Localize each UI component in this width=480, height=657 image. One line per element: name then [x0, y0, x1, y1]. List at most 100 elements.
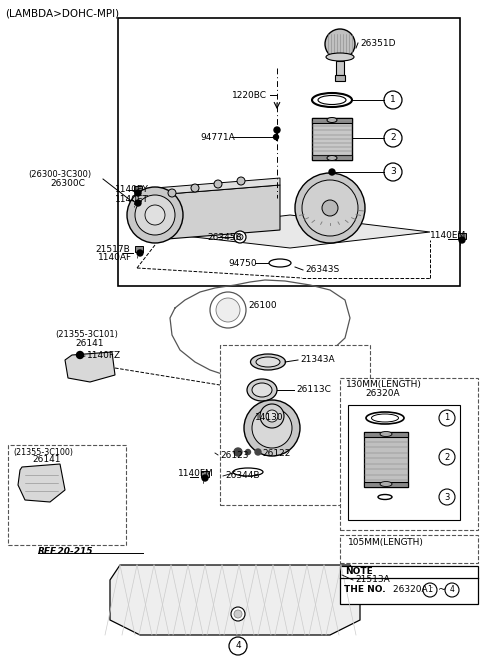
- Bar: [364, 432, 408, 437]
- Bar: [364, 482, 408, 487]
- Text: (21355-3C101): (21355-3C101): [55, 330, 118, 340]
- Bar: [134, 196, 142, 202]
- Text: 2: 2: [390, 133, 396, 143]
- Circle shape: [231, 607, 245, 621]
- Circle shape: [135, 190, 141, 196]
- Bar: [336, 61, 344, 75]
- Circle shape: [214, 180, 222, 188]
- Text: (21355-3C100): (21355-3C100): [13, 447, 73, 457]
- Polygon shape: [18, 464, 65, 502]
- Text: 1140ET: 1140ET: [115, 196, 149, 204]
- Circle shape: [325, 29, 355, 59]
- Circle shape: [210, 292, 246, 328]
- Circle shape: [384, 163, 402, 181]
- Bar: [340, 378, 478, 530]
- Text: 26344B: 26344B: [225, 472, 260, 480]
- Circle shape: [274, 135, 278, 139]
- Circle shape: [322, 200, 338, 216]
- Text: THE NO.: THE NO.: [344, 585, 385, 595]
- Circle shape: [135, 195, 175, 235]
- Bar: [364, 432, 408, 487]
- Text: 1140EM: 1140EM: [430, 231, 466, 240]
- Text: 1140FZ: 1140FZ: [87, 351, 121, 361]
- Text: 94750: 94750: [228, 258, 257, 267]
- Circle shape: [302, 180, 358, 236]
- Ellipse shape: [256, 357, 280, 367]
- Circle shape: [266, 410, 278, 422]
- Circle shape: [137, 250, 143, 256]
- Text: 130MM(LENGTH): 130MM(LENGTH): [346, 380, 422, 390]
- Ellipse shape: [380, 432, 392, 436]
- Circle shape: [439, 489, 455, 505]
- Bar: [312, 118, 352, 160]
- Text: 26141: 26141: [75, 338, 104, 348]
- Ellipse shape: [366, 412, 404, 424]
- Bar: [340, 535, 478, 563]
- Text: 105MM(LENGTH): 105MM(LENGTH): [348, 537, 424, 547]
- Text: 1: 1: [444, 413, 450, 422]
- Text: 26320A :: 26320A :: [393, 585, 433, 595]
- Text: 1220BC: 1220BC: [232, 91, 267, 99]
- Text: 4: 4: [235, 641, 241, 650]
- Text: NOTE: NOTE: [345, 568, 373, 576]
- Polygon shape: [155, 178, 280, 195]
- Circle shape: [384, 91, 402, 109]
- Circle shape: [459, 237, 465, 243]
- Circle shape: [252, 408, 292, 448]
- Circle shape: [423, 583, 437, 597]
- Bar: [335, 75, 345, 81]
- Text: 21517B: 21517B: [95, 244, 130, 254]
- Bar: [201, 471, 209, 477]
- Text: 21513A: 21513A: [355, 576, 390, 585]
- Text: 26113C: 26113C: [296, 386, 331, 394]
- Text: 26343S: 26343S: [305, 265, 339, 275]
- Polygon shape: [65, 352, 115, 382]
- Bar: [348, 405, 460, 520]
- Text: 1: 1: [390, 95, 396, 104]
- Bar: [220, 345, 370, 505]
- Circle shape: [295, 173, 365, 243]
- Circle shape: [445, 583, 459, 597]
- Text: 26100: 26100: [248, 300, 276, 309]
- Ellipse shape: [327, 118, 337, 122]
- Circle shape: [234, 231, 246, 243]
- Text: 1140AF: 1140AF: [98, 252, 132, 261]
- Circle shape: [237, 234, 243, 240]
- Ellipse shape: [318, 95, 346, 104]
- Text: 3: 3: [390, 168, 396, 177]
- Text: 14130: 14130: [255, 413, 284, 422]
- Ellipse shape: [252, 383, 272, 397]
- Bar: [135, 246, 143, 252]
- Ellipse shape: [372, 414, 398, 422]
- Text: 26141: 26141: [32, 455, 60, 464]
- Text: (LAMBDA>DOHC-MPI): (LAMBDA>DOHC-MPI): [5, 8, 119, 18]
- Circle shape: [145, 205, 165, 225]
- Circle shape: [229, 637, 247, 655]
- Bar: [134, 186, 142, 192]
- Text: 26122: 26122: [262, 449, 290, 459]
- Circle shape: [76, 351, 84, 359]
- Bar: [458, 233, 466, 239]
- Text: 4: 4: [450, 585, 455, 595]
- Circle shape: [244, 400, 300, 456]
- Circle shape: [168, 189, 176, 197]
- Text: REF.20-215: REF.20-215: [38, 547, 94, 556]
- Circle shape: [329, 169, 335, 175]
- Circle shape: [234, 448, 242, 456]
- Ellipse shape: [312, 93, 352, 107]
- Bar: [130, 208, 155, 222]
- Circle shape: [191, 184, 199, 192]
- Text: 26345B: 26345B: [207, 233, 241, 242]
- Ellipse shape: [327, 156, 337, 160]
- Bar: [312, 155, 352, 160]
- Circle shape: [127, 187, 183, 243]
- Circle shape: [202, 475, 208, 481]
- Text: 21343A: 21343A: [300, 355, 335, 365]
- Circle shape: [237, 177, 245, 185]
- Text: 1140EY: 1140EY: [115, 185, 149, 194]
- Bar: [118, 18, 460, 286]
- Ellipse shape: [326, 53, 354, 61]
- Text: 1140FM: 1140FM: [178, 470, 214, 478]
- Text: 26300C: 26300C: [50, 179, 85, 187]
- Bar: [8, 445, 126, 545]
